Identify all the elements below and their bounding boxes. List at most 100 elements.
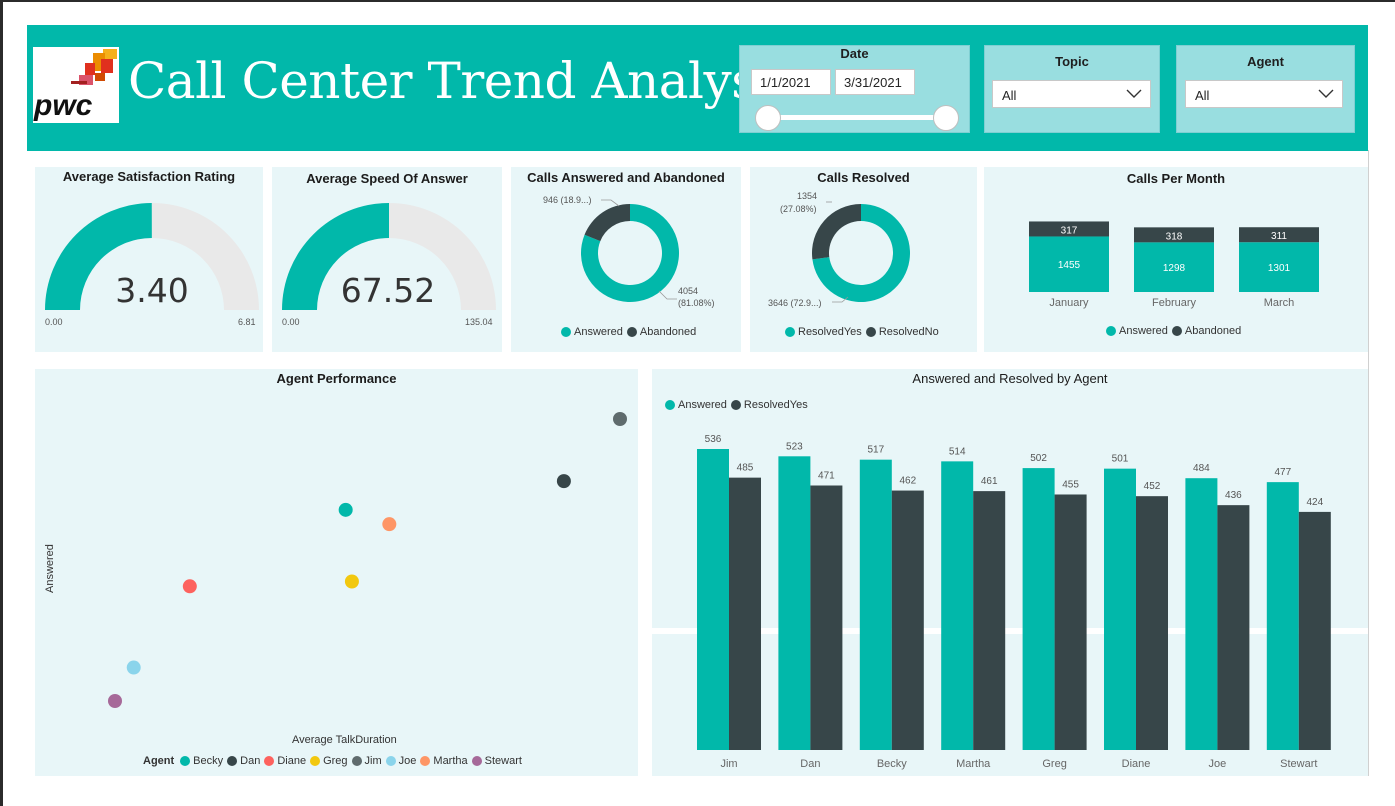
y-axis-label: Answered [44, 544, 56, 593]
page-title: Call Center Trend Analysis [128, 52, 798, 110]
svg-text:pwc: pwc [33, 89, 93, 122]
bar-resolvedyes-greg[interactable] [1054, 494, 1087, 750]
answered-abandoned-card[interactable]: Calls Answered and Abandoned 946 (18.9..… [511, 167, 741, 352]
speed-card[interactable]: Average Speed Of Answer 67.52 0.00 135.0… [272, 167, 502, 352]
x-tick-label: Martha [956, 758, 991, 770]
bar-answered-jim[interactable] [697, 449, 729, 750]
x-tick-label: Jim [720, 758, 737, 770]
legend-label: ResolvedNo [878, 326, 939, 338]
bar-answered-martha[interactable] [941, 461, 974, 750]
answered-abandoned-donut [581, 199, 679, 302]
data-label: 514 [949, 446, 966, 457]
bar-abandoned-january[interactable] [1029, 221, 1109, 237]
scatter-point-stewart[interactable] [108, 694, 122, 708]
legend-dot-greg [310, 756, 321, 766]
x-tick-label: Joe [1209, 758, 1227, 770]
answered-data-label: 4054 [678, 286, 699, 296]
legend-label: Answered [574, 326, 623, 338]
bar-resolvedyes-joe[interactable] [1217, 505, 1250, 750]
bar-answered-becky[interactable] [859, 459, 892, 750]
legend-label: Joe [398, 755, 417, 767]
data-label: 477 [1274, 467, 1291, 478]
donut-legend: ResolvedYes ResolvedNo [785, 326, 943, 338]
date-range-slider-track[interactable] [768, 115, 946, 120]
bar-answered-joe[interactable] [1185, 478, 1218, 750]
data-label: 462 [899, 476, 916, 487]
agent-performance-card[interactable]: Agent Performance Answered Average TalkD… [35, 369, 638, 776]
data-label: 484 [1193, 463, 1210, 474]
bar-answered-greg[interactable] [1022, 468, 1055, 750]
bar-answered-february[interactable] [1134, 242, 1214, 292]
x-axis-label: Average TalkDuration [292, 734, 397, 746]
legend-dot-jim [351, 756, 362, 766]
bar-answered-stewart[interactable] [1266, 482, 1299, 750]
data-label: 311 [1271, 231, 1287, 242]
date-start-input[interactable]: 1/1/2021 [751, 69, 831, 95]
legend-label: ResolvedYes [798, 326, 862, 338]
chevron-down-icon [1318, 89, 1334, 98]
data-label: 485 [737, 463, 754, 474]
month-legend: Answered Abandoned [1106, 325, 1245, 337]
bar-abandoned-march[interactable] [1239, 227, 1319, 243]
calls-resolved-donut [812, 201, 910, 303]
topic-dropdown[interactable]: All [992, 80, 1151, 108]
bar-resolvedyes-becky[interactable] [891, 490, 924, 750]
bar-answered-march[interactable] [1239, 242, 1319, 292]
date-end-input[interactable]: 3/31/2021 [835, 69, 915, 95]
calls-per-month-card[interactable]: Calls Per Month 1455 317 January 1298 318 Feb… [984, 167, 1368, 352]
x-tick-label: January [1049, 297, 1089, 309]
bar-resolvedyes-martha[interactable] [973, 491, 1006, 750]
satisfaction-gauge [45, 203, 259, 310]
calls-resolved-card[interactable]: Calls Resolved 1354 (27.08%) 3646 (72.9.… [750, 167, 977, 352]
donut-slice-resolved-yes[interactable] [812, 204, 910, 302]
scatter-point-joe[interactable] [126, 660, 141, 675]
legend-label: Diane [277, 755, 307, 767]
bar-resolvedyes-diane[interactable] [1136, 496, 1168, 750]
bar-resolvedyes-dan[interactable] [810, 485, 843, 750]
gauge-max-label: 135.04 [465, 317, 493, 327]
agent-performance-scatter [108, 412, 627, 708]
legend-label: Jim [364, 755, 382, 767]
agent-bar-legend: Answered ResolvedYes [665, 399, 812, 411]
calls-resolved-title: Calls Resolved [817, 170, 910, 185]
x-tick-label: February [1152, 297, 1197, 309]
data-label: 517 [867, 445, 884, 456]
legend-dot-answered [1106, 326, 1116, 336]
donut-slice-resolved-no[interactable] [812, 204, 861, 260]
legend-dot-joe [385, 756, 396, 766]
bar-resolvedyes-stewart[interactable] [1298, 511, 1331, 750]
gauge-fill [282, 203, 389, 310]
scatter-point-diane[interactable] [182, 579, 197, 594]
scrollbar-edge [1368, 150, 1369, 776]
data-label: 1301 [1268, 263, 1291, 274]
abandoned-data-label: 946 (18.9...) [543, 195, 592, 205]
satisfaction-card[interactable]: Average Satisfaction Rating 3.40 0.00 6.… [35, 167, 263, 352]
legend-label: Abandoned [639, 326, 697, 338]
x-tick-label: Becky [877, 758, 907, 770]
bar-answered-january[interactable] [1029, 236, 1109, 292]
bar-abandoned-february[interactable] [1134, 227, 1214, 243]
legend-dot-dan [227, 756, 238, 766]
data-label: 1298 [1163, 263, 1186, 274]
scatter-point-becky[interactable] [338, 502, 353, 517]
date-slider-start-handle[interactable] [755, 105, 781, 131]
scatter-point-greg[interactable] [344, 574, 359, 589]
satisfaction-title: Average Satisfaction Rating [62, 169, 236, 184]
scatter-point-dan[interactable] [556, 474, 571, 489]
bar-resolvedyes-jim[interactable] [729, 477, 761, 750]
scatter-point-martha[interactable] [382, 517, 397, 532]
bar-answered-dan[interactable] [778, 456, 811, 750]
gauge-max-label: 6.81 [238, 317, 256, 327]
legend-dot-becky [180, 756, 191, 766]
agent-dropdown[interactable]: All [1185, 80, 1343, 108]
data-label: 424 [1306, 497, 1323, 508]
gauge-fill [45, 203, 152, 310]
bar-answered-diane[interactable] [1104, 468, 1136, 750]
window-border-top [0, 0, 1395, 2]
scatter-point-jim[interactable] [613, 412, 627, 426]
data-label: 455 [1062, 479, 1079, 490]
data-label: 317 [1061, 225, 1078, 236]
donut-slice-answered[interactable] [581, 204, 679, 302]
donut-slice-abandoned[interactable] [584, 204, 630, 242]
date-slider-end-handle[interactable] [933, 105, 959, 131]
